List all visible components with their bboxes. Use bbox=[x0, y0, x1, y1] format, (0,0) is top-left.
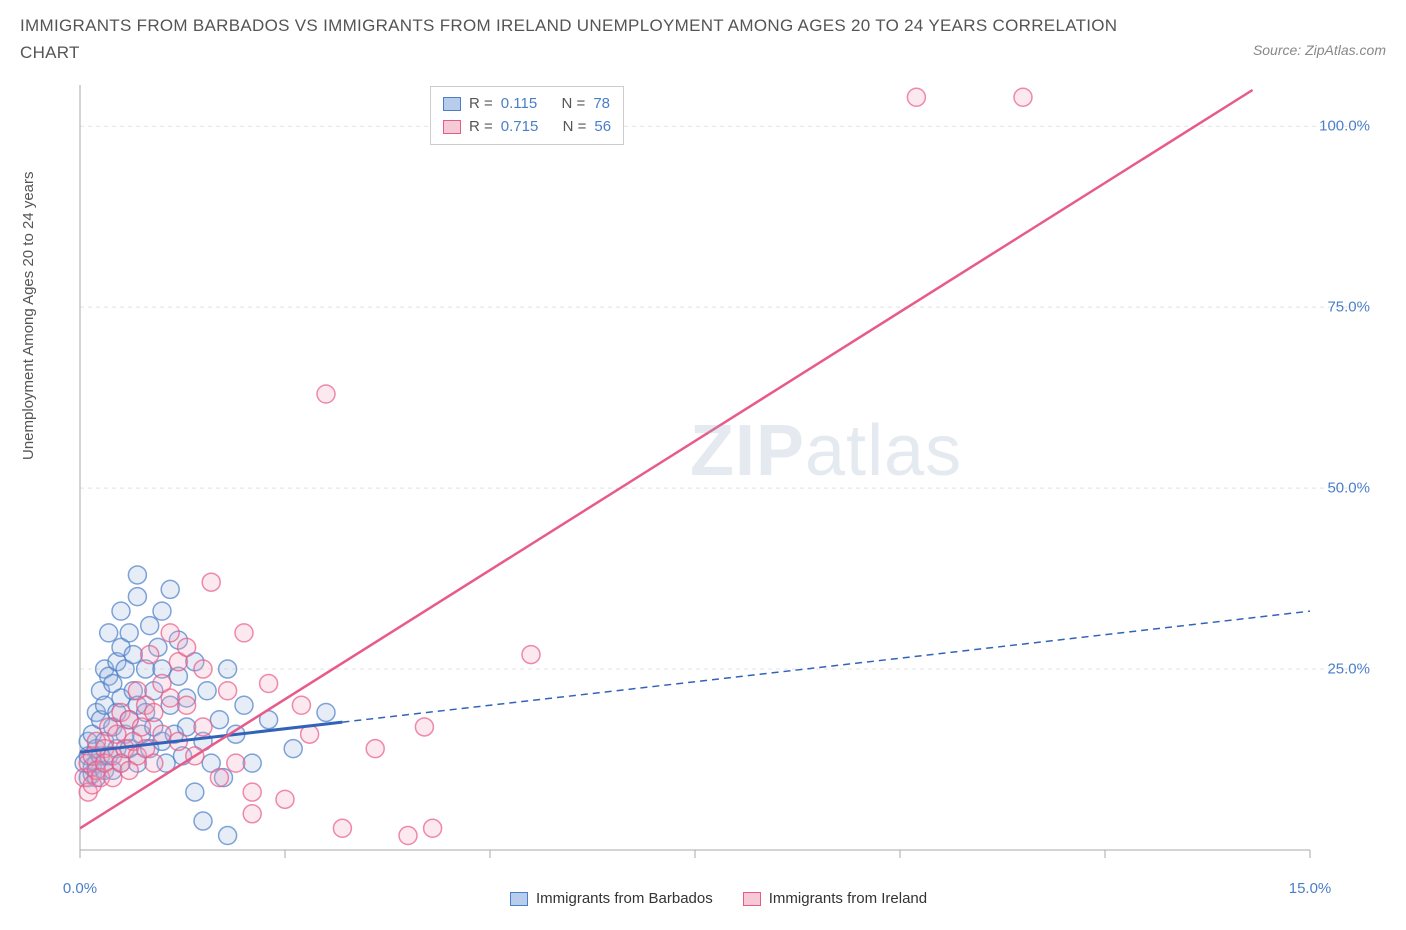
chart-svg bbox=[70, 80, 1380, 930]
series-swatch bbox=[443, 120, 461, 134]
legend-item: Immigrants from Ireland bbox=[743, 890, 927, 907]
series-swatch bbox=[443, 97, 461, 111]
y-tick-label: 100.0% bbox=[1319, 118, 1370, 135]
scatter-chart: ZIPatlas R = 0.115 N = 78R = 0.715 N = 5… bbox=[70, 80, 1380, 870]
series-swatch bbox=[510, 892, 528, 906]
chart-legend: Immigrants from Barbados Immigrants from … bbox=[510, 890, 927, 907]
x-tick-label: 0.0% bbox=[63, 880, 97, 897]
chart-title: IMMIGRANTS FROM BARBADOS VS IMMIGRANTS F… bbox=[20, 12, 1120, 66]
correlation-stats-box: R = 0.115 N = 78R = 0.715 N = 56 bbox=[430, 86, 624, 145]
legend-label: Immigrants from Ireland bbox=[769, 890, 927, 907]
stats-row: R = 0.115 N = 78 bbox=[443, 93, 611, 116]
series-swatch bbox=[743, 892, 761, 906]
x-tick-label: 15.0% bbox=[1289, 880, 1332, 897]
y-tick-label: 75.0% bbox=[1327, 299, 1370, 316]
legend-label: Immigrants from Barbados bbox=[536, 890, 713, 907]
legend-item: Immigrants from Barbados bbox=[510, 890, 713, 907]
stats-row: R = 0.715 N = 56 bbox=[443, 116, 611, 139]
source-attribution: Source: ZipAtlas.com bbox=[1253, 42, 1386, 58]
y-axis-label: Unemployment Among Ages 20 to 24 years bbox=[20, 171, 37, 460]
y-tick-label: 50.0% bbox=[1327, 480, 1370, 497]
y-tick-label: 25.0% bbox=[1327, 661, 1370, 678]
